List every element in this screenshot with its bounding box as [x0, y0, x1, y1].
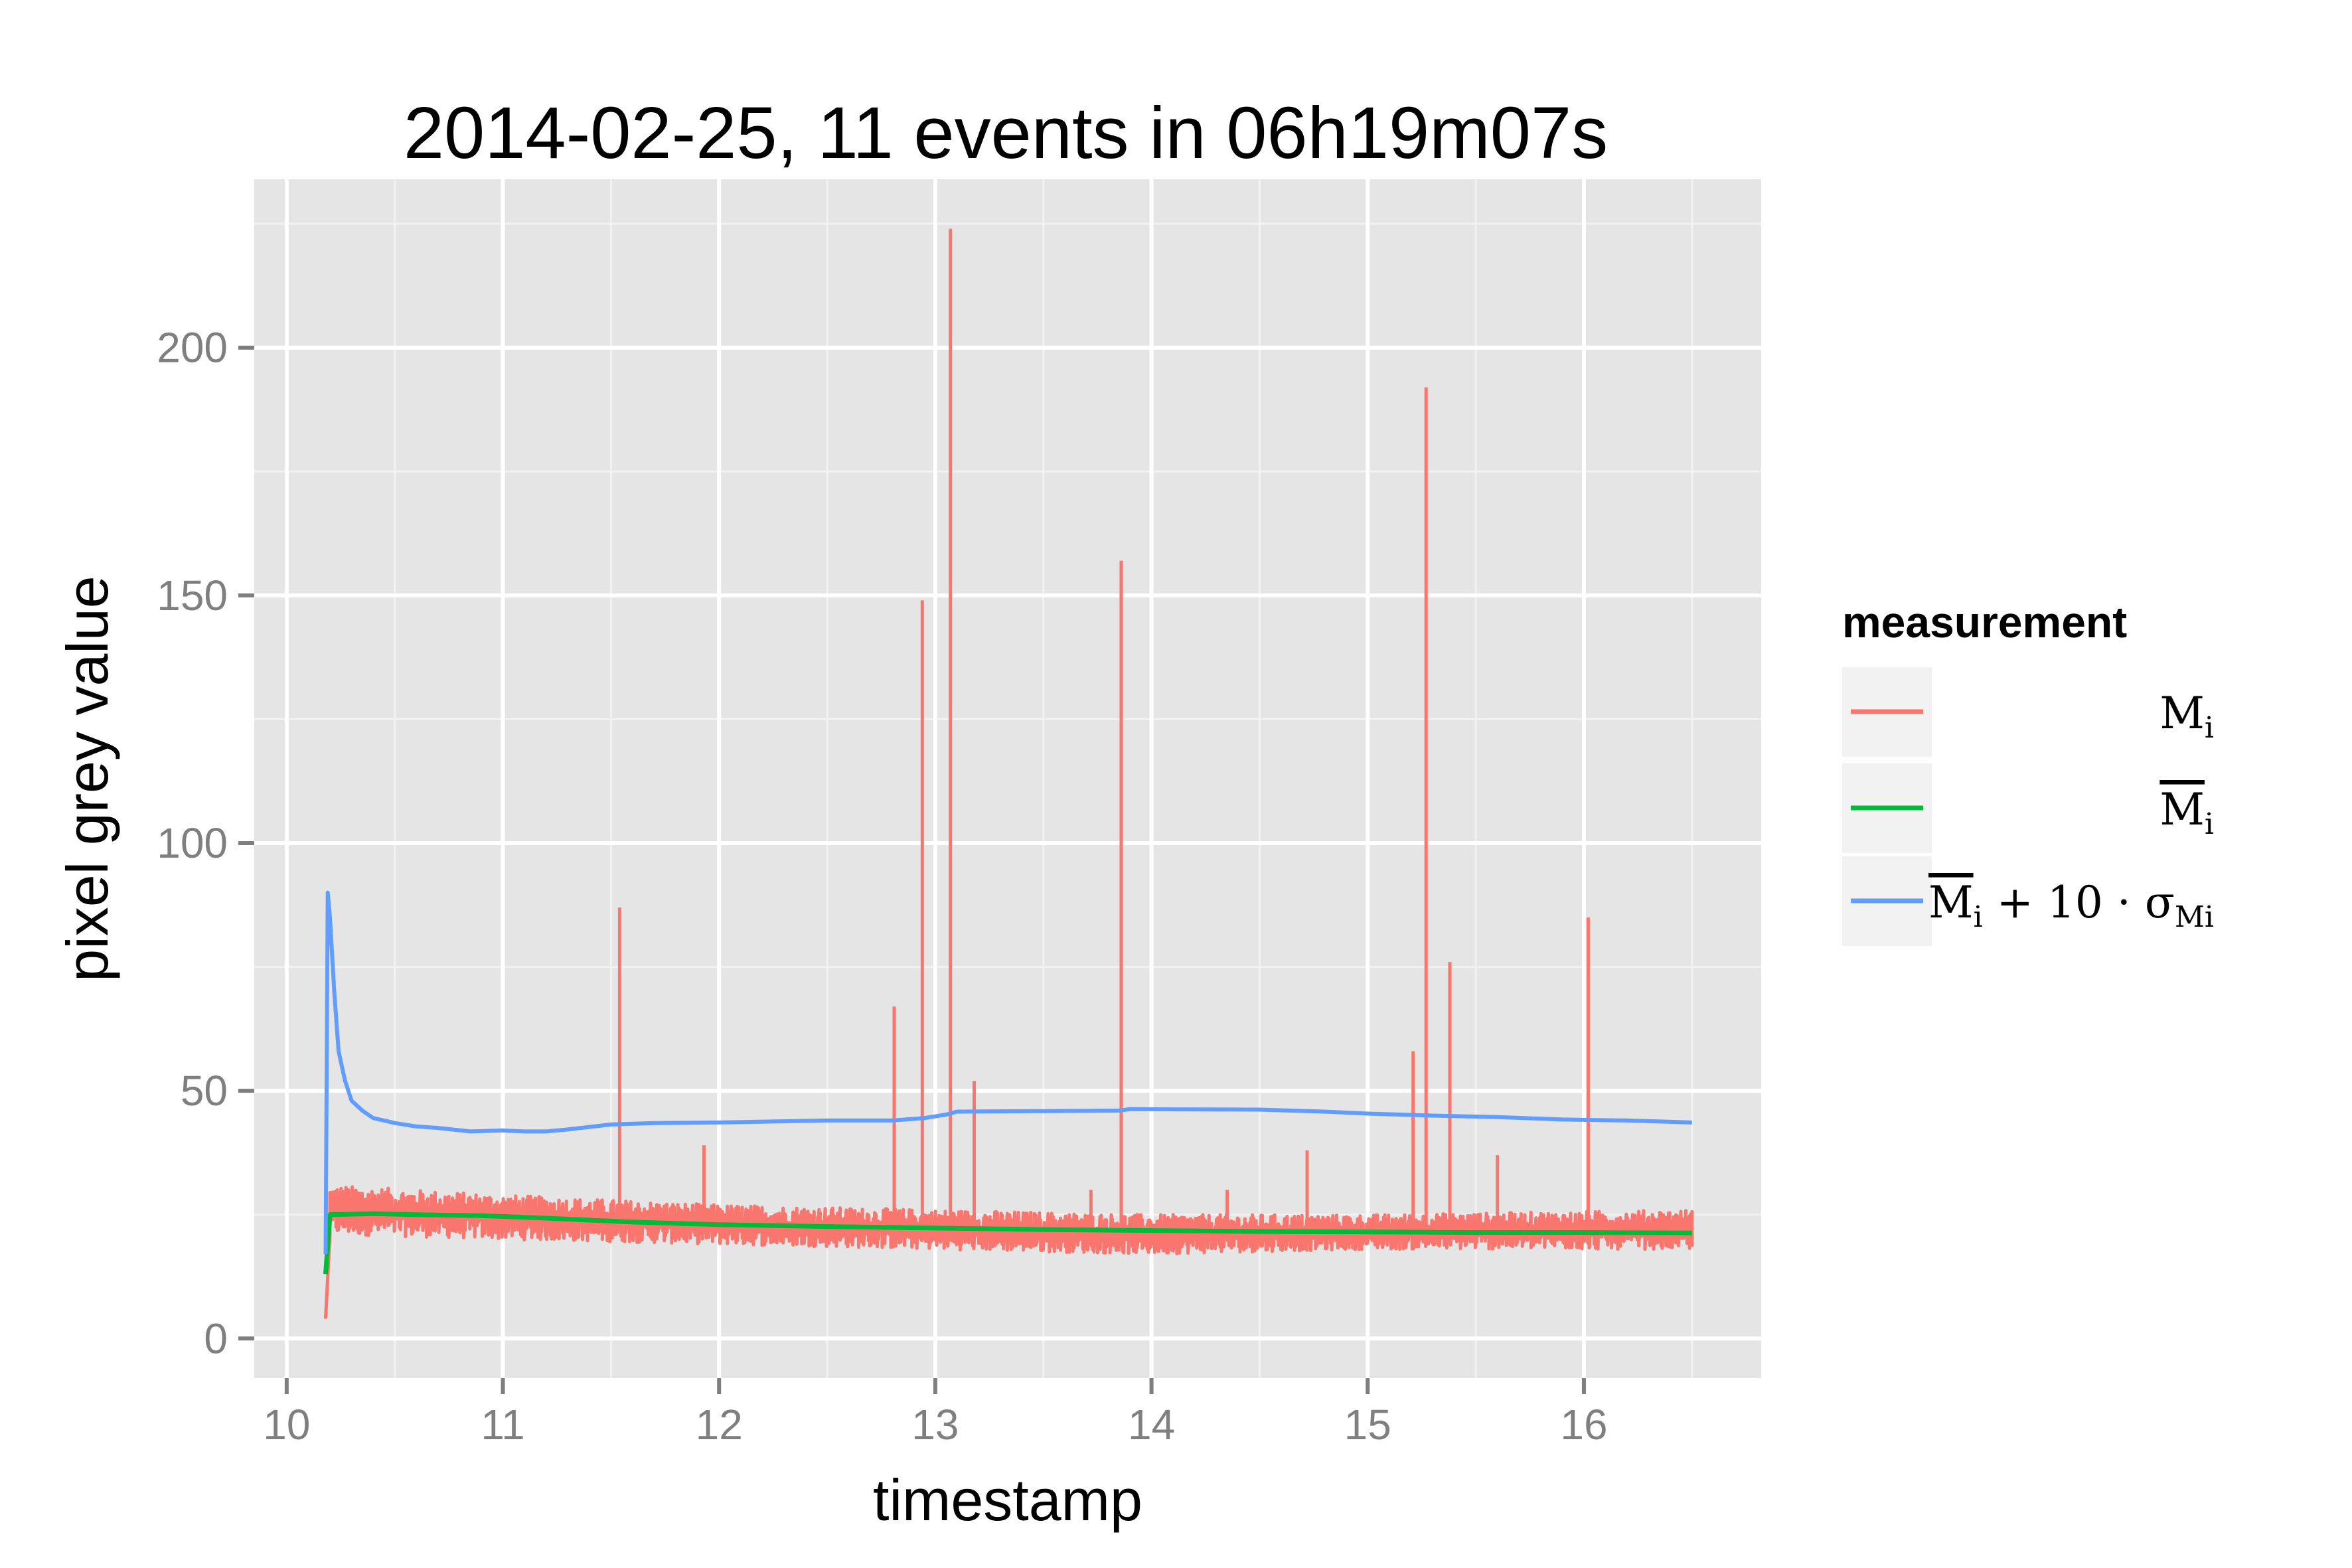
- legend-label: Mi: [2159, 784, 2214, 841]
- legend-label-base: M: [2159, 784, 2205, 835]
- series-mean-line: [323, 1211, 1692, 1275]
- grid-lines: [254, 179, 1761, 1378]
- plot-panel: [254, 179, 1761, 1378]
- chart-title: 2014-02-25, 11 events in 06h19m07s: [404, 92, 1608, 174]
- y-tick-label: 100: [157, 819, 228, 867]
- y-tick-label: 200: [157, 324, 228, 372]
- x-tick-label: 12: [696, 1401, 743, 1449]
- x-tick-label: 15: [1344, 1401, 1391, 1449]
- axes: 10 11 12 13 14 15 16 0 50 100 150 200: [157, 324, 1607, 1449]
- legend-label-subscript: i: [2205, 807, 2214, 841]
- y-tick-label: 0: [204, 1314, 228, 1362]
- y-axis-title: pixel grey value: [54, 576, 120, 981]
- x-tick-label: 10: [263, 1401, 310, 1449]
- x-tick-label: 13: [911, 1401, 959, 1449]
- x-tick-label: 11: [481, 1401, 524, 1449]
- legend-title: measurement: [1842, 597, 2127, 647]
- x-tick-label: 16: [1560, 1401, 1607, 1449]
- x-tick-label: 14: [1128, 1401, 1175, 1449]
- legend-label: Mi: [2159, 688, 2214, 745]
- legend-label-subscript: i: [1974, 900, 1983, 934]
- series-group: [323, 228, 1694, 1319]
- legend-label-subscript: i: [2205, 711, 2214, 745]
- legend-label: Mi + 10 · σMi: [1928, 877, 2214, 934]
- series-threshold-line: [323, 890, 1692, 1255]
- legend-label-suffix-subscript: Mi: [2175, 900, 2214, 934]
- y-tick-label: 50: [181, 1067, 228, 1115]
- x-axis-title: timestamp: [873, 1467, 1142, 1533]
- legend-label-suffix: + 10 · σ: [1983, 877, 2175, 928]
- legend-label-base: M: [2159, 688, 2205, 739]
- legend-label-base: M: [1928, 877, 1974, 928]
- y-tick-label: 150: [157, 572, 228, 619]
